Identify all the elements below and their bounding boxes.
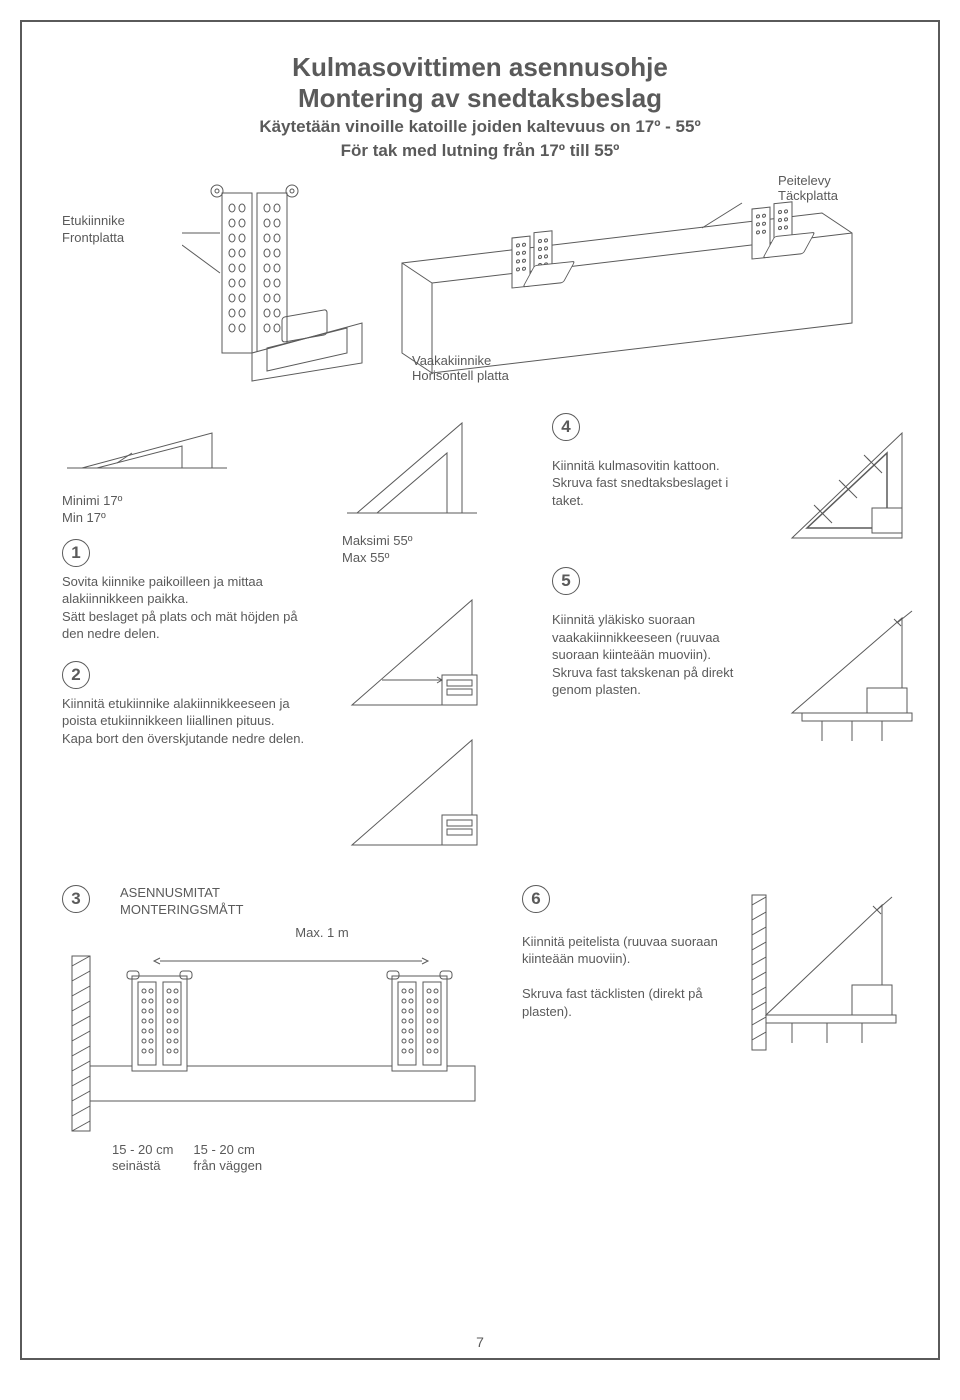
label-vaakakiinnike: Vaakakiinnike bbox=[412, 353, 898, 368]
rail-diagram-container: Peitelevy Täckplatta bbox=[392, 183, 898, 383]
step-5-fi: Kiinnitä yläkisko suoraan vaakakiinnikke… bbox=[552, 612, 720, 662]
step-3-badge: 3 bbox=[62, 885, 90, 913]
distance-fi: 15 - 20 cm seinästä bbox=[112, 1142, 173, 1176]
column-mid: Maksimi 55º Max 55º bbox=[342, 413, 522, 855]
step-4-diagram bbox=[782, 413, 922, 553]
step-3-title-fi: ASENNUSMITAT bbox=[120, 885, 244, 900]
step-6-block: 6 Kiinnitä peitelista (ruuvaa suoraan ki… bbox=[522, 885, 902, 1176]
max-angle-sv: Max 55º bbox=[342, 550, 522, 565]
top-diagram-row: Etukiinnike Frontplatta bbox=[62, 183, 898, 383]
label-tackplatta: Täckplatta bbox=[778, 188, 838, 203]
step-3-max: Max. 1 m bbox=[162, 925, 482, 940]
step-6-sv: Skruva fast täcklisten (direkt på plaste… bbox=[522, 986, 703, 1019]
step-1-sv: Sätt beslaget på plats och mät höjden på… bbox=[62, 609, 298, 642]
distance-sv: 15 - 20 cm från väggen bbox=[193, 1142, 262, 1176]
label-peitelevy: Peitelevy bbox=[778, 173, 838, 188]
label-frontplatta: Frontplatta bbox=[62, 230, 162, 245]
bracket-assembly-diagram bbox=[182, 183, 372, 383]
step-3-diagram bbox=[62, 946, 482, 1136]
title-sv: Montering av snedtaksbeslag bbox=[62, 83, 898, 114]
step-1-fi: Sovita kiinnike paikoilleen ja mittaa al… bbox=[62, 574, 263, 607]
horizontal-plate-labels: Vaakakiinnike Horisontell platta bbox=[412, 353, 898, 383]
step-2-fi: Kiinnitä etukiinnike alakiinnikkeeseen j… bbox=[62, 696, 290, 729]
step-4-text: Kiinnitä kulmasovitin kattoon. Skruva fa… bbox=[552, 457, 752, 510]
column-right: 4 Kiinnitä kulmasovitin kattoon. Skruva … bbox=[552, 413, 752, 855]
label-etukiinnike: Etukiinnike bbox=[62, 213, 162, 228]
page-number: 7 bbox=[476, 1334, 484, 1350]
step-3-block: 3 ASENNUSMITAT MONTERINGSMÅTT Max. 1 m bbox=[62, 885, 482, 1176]
column-left: Minimi 17º Min 17º 1 Sovita kiinnike pai… bbox=[62, 413, 312, 855]
fit-diagram-1 bbox=[342, 585, 492, 715]
step-5-text: Kiinnitä yläkisko suoraan vaakakiinnikke… bbox=[552, 611, 752, 699]
step-5-sv: Skruva fast takskenan på direkt genom pl… bbox=[552, 665, 733, 698]
front-plate-labels: Etukiinnike Frontplatta bbox=[62, 183, 162, 247]
title-block: Kulmasovittimen asennusohje Montering av… bbox=[62, 52, 898, 163]
min-angle-sv: Min 17º bbox=[62, 510, 312, 525]
step-5-badge: 5 bbox=[552, 567, 580, 595]
title-fi: Kulmasovittimen asennusohje bbox=[62, 52, 898, 83]
step-2-sv: Kapa bort den överskjutande nedre delen. bbox=[62, 731, 304, 746]
usage-fi: Käytetään vinoille katoille joiden kalte… bbox=[62, 116, 898, 138]
step-4-sv: Skruva fast snedtaksbeslaget i taket. bbox=[552, 475, 728, 508]
distance-labels: 15 - 20 cm seinästä 15 - 20 cm från vägg… bbox=[62, 1142, 482, 1176]
fit-diagram-2 bbox=[342, 725, 492, 855]
step-1-text: Sovita kiinnike paikoilleen ja mittaa al… bbox=[62, 573, 312, 643]
column-far bbox=[782, 413, 922, 855]
step-2-text: Kiinnitä etukiinnike alakiinnikkeeseen j… bbox=[62, 695, 312, 748]
step-6-diagram bbox=[742, 885, 902, 1055]
max-angle-diagram bbox=[342, 413, 482, 523]
step-4-fi: Kiinnitä kulmasovitin kattoon. bbox=[552, 458, 720, 473]
usage-sv: För tak med lutning från 17º till 55º bbox=[62, 140, 898, 162]
mid-section: Minimi 17º Min 17º 1 Sovita kiinnike pai… bbox=[62, 413, 898, 855]
step-2-badge: 2 bbox=[62, 661, 90, 689]
page-frame: Kulmasovittimen asennusohje Montering av… bbox=[20, 20, 940, 1360]
step-6-text: Kiinnitä peitelista (ruuvaa suoraan kiin… bbox=[522, 933, 722, 1021]
min-angle-diagram bbox=[62, 413, 232, 483]
max-angle-fi: Maksimi 55º bbox=[342, 533, 522, 548]
step-1-badge: 1 bbox=[62, 539, 90, 567]
step-6-badge: 6 bbox=[522, 885, 550, 913]
min-angle-fi: Minimi 17º bbox=[62, 493, 312, 508]
bottom-section: 3 ASENNUSMITAT MONTERINGSMÅTT Max. 1 m bbox=[62, 885, 898, 1176]
step-6-fi: Kiinnitä peitelista (ruuvaa suoraan kiin… bbox=[522, 934, 718, 967]
label-horisontell: Horisontell platta bbox=[412, 368, 898, 383]
step-4-badge: 4 bbox=[552, 413, 580, 441]
step-3-title-sv: MONTERINGSMÅTT bbox=[120, 902, 244, 917]
cover-plate-labels: Peitelevy Täckplatta bbox=[778, 173, 838, 203]
step-5-diagram bbox=[782, 603, 922, 743]
